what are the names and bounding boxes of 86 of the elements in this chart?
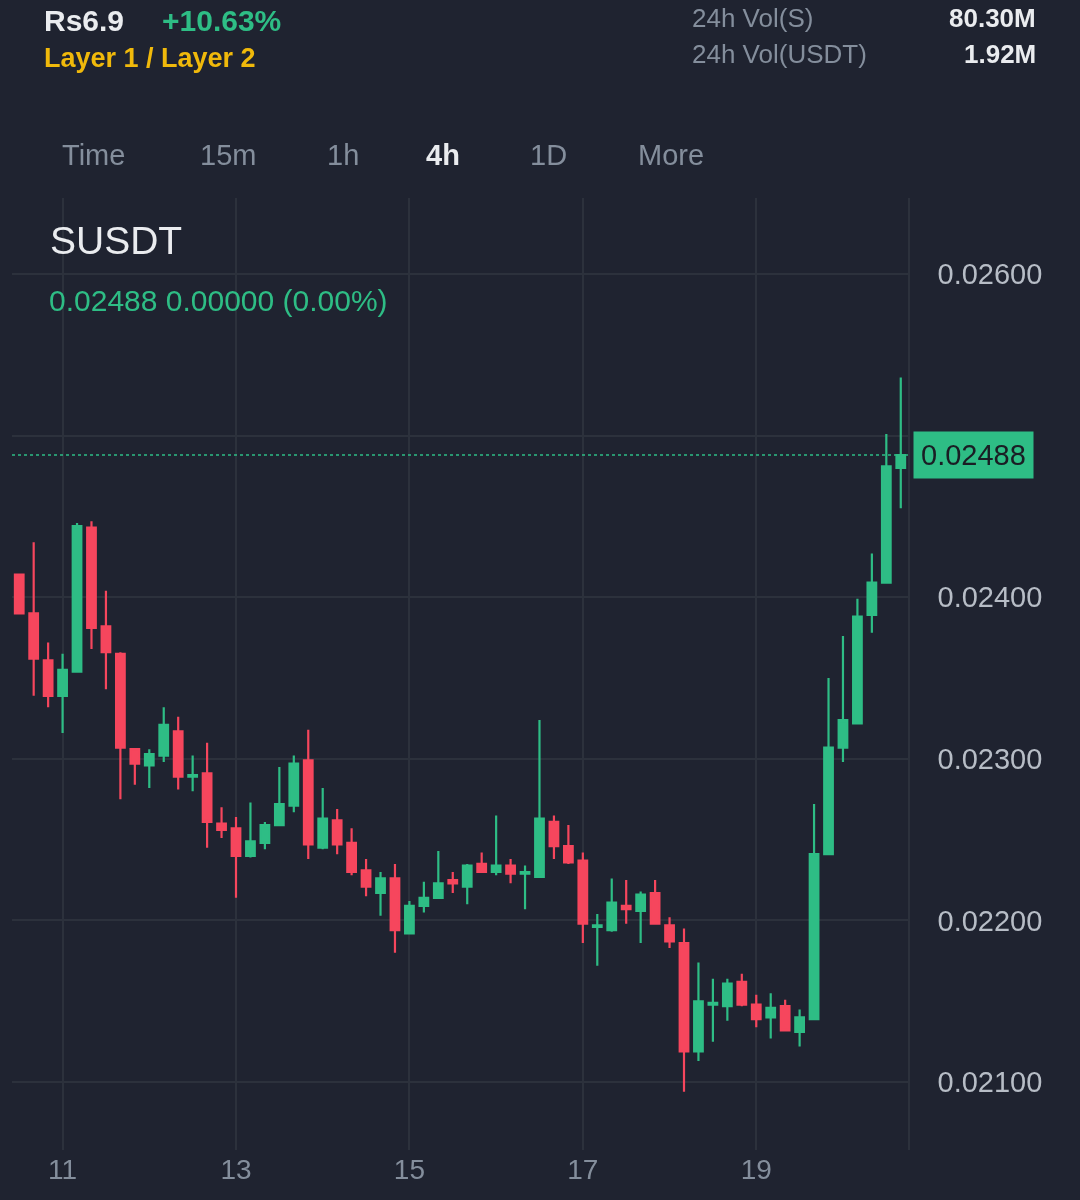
- candlestick: [230, 815, 242, 899]
- candlestick: [837, 634, 849, 764]
- candlestick: [736, 972, 748, 1008]
- candlestick: [201, 741, 213, 849]
- candlestick: [100, 589, 112, 691]
- candlestick: [577, 851, 589, 945]
- text: 1.92M: [964, 39, 1037, 69]
- candlestick: [591, 912, 603, 967]
- candlestick: [649, 878, 661, 925]
- candlestick: [447, 870, 459, 895]
- text: 0.02488 0.00000 (0.00%): [49, 284, 388, 317]
- candlestick: [808, 803, 820, 1021]
- candlestick: [245, 801, 256, 859]
- candlestick: [534, 718, 545, 878]
- x-tick-label: 17: [567, 1154, 599, 1185]
- candlestick: [71, 521, 83, 673]
- candlestick: [129, 748, 141, 786]
- text: Time: [62, 139, 126, 171]
- candlestick: [664, 916, 675, 950]
- candlestick: [866, 552, 878, 634]
- candlestick: [273, 765, 285, 827]
- text: +10.63%: [162, 4, 282, 37]
- text: 1D: [530, 139, 568, 171]
- candlestick: [707, 977, 719, 1043]
- candlestick: [216, 806, 227, 840]
- candlestick: [678, 927, 690, 1093]
- candlestick: [42, 641, 54, 709]
- text: More: [638, 139, 705, 171]
- y-tick-label: 0.02100: [937, 1066, 1043, 1099]
- y-tick-label: 0.02200: [937, 904, 1043, 937]
- candlestick: [187, 754, 199, 793]
- x-tick-label: 11: [48, 1154, 78, 1185]
- candlestick: [635, 890, 647, 945]
- candlestick: [548, 814, 560, 861]
- candlestick: [765, 992, 777, 1040]
- y-tick-label: 0.02300: [937, 743, 1043, 776]
- candlestick: [389, 862, 401, 954]
- y-tick-label: 0.02400: [937, 581, 1043, 614]
- text: 15m: [200, 139, 257, 171]
- candlestick: [418, 880, 430, 914]
- candlestick: [158, 706, 170, 764]
- candlestick: [852, 597, 863, 725]
- candlestick: [360, 857, 372, 898]
- candlestick: [57, 652, 68, 735]
- candlestick: [794, 1008, 806, 1048]
- ref-line-label: 0.02488: [921, 439, 1026, 471]
- text: 80.30M: [949, 3, 1036, 33]
- candlestick: [28, 541, 40, 697]
- candlestick: [750, 993, 762, 1029]
- x-tick-label: 15: [393, 1154, 425, 1185]
- candlestick: [606, 877, 618, 933]
- candlestick: [505, 857, 516, 885]
- candlestick: [172, 715, 184, 791]
- text: 1h: [327, 139, 360, 171]
- text: 4h: [426, 139, 460, 171]
- y-tick-label: 0.02600: [937, 258, 1043, 291]
- candlestick: [620, 878, 632, 925]
- candlestick: [693, 961, 704, 1063]
- candlestick: [404, 899, 415, 935]
- x-tick-label: 13: [220, 1154, 252, 1185]
- candlestick: [317, 786, 329, 851]
- candlestick: [721, 977, 733, 1022]
- text: 24h Vol(S): [692, 3, 814, 33]
- x-tick-label: 19: [740, 1154, 772, 1185]
- candlestick: [562, 824, 574, 866]
- candlestick: [346, 827, 358, 877]
- candlestick: [114, 651, 126, 801]
- candlestick: [331, 807, 343, 856]
- candlestick: [13, 573, 25, 615]
- candlestick: [432, 849, 444, 899]
- candlestick: [143, 748, 155, 790]
- candlestick: [823, 676, 834, 856]
- candlestick: [375, 870, 386, 917]
- text: SUSDT: [50, 219, 183, 262]
- text: 24h Vol(USDT): [692, 39, 867, 69]
- text: Layer 1 / Layer 2: [44, 43, 256, 73]
- text: Rs6.9: [44, 4, 125, 37]
- candlestick: [461, 862, 473, 906]
- candlestick: [288, 754, 300, 814]
- candlestick: [490, 814, 502, 877]
- candlestick: [86, 520, 97, 651]
- candlestick: [302, 728, 314, 861]
- candlestick: [259, 820, 271, 851]
- candlestick: [519, 864, 531, 911]
- candlestick: [779, 998, 791, 1032]
- candlestick: [476, 851, 488, 874]
